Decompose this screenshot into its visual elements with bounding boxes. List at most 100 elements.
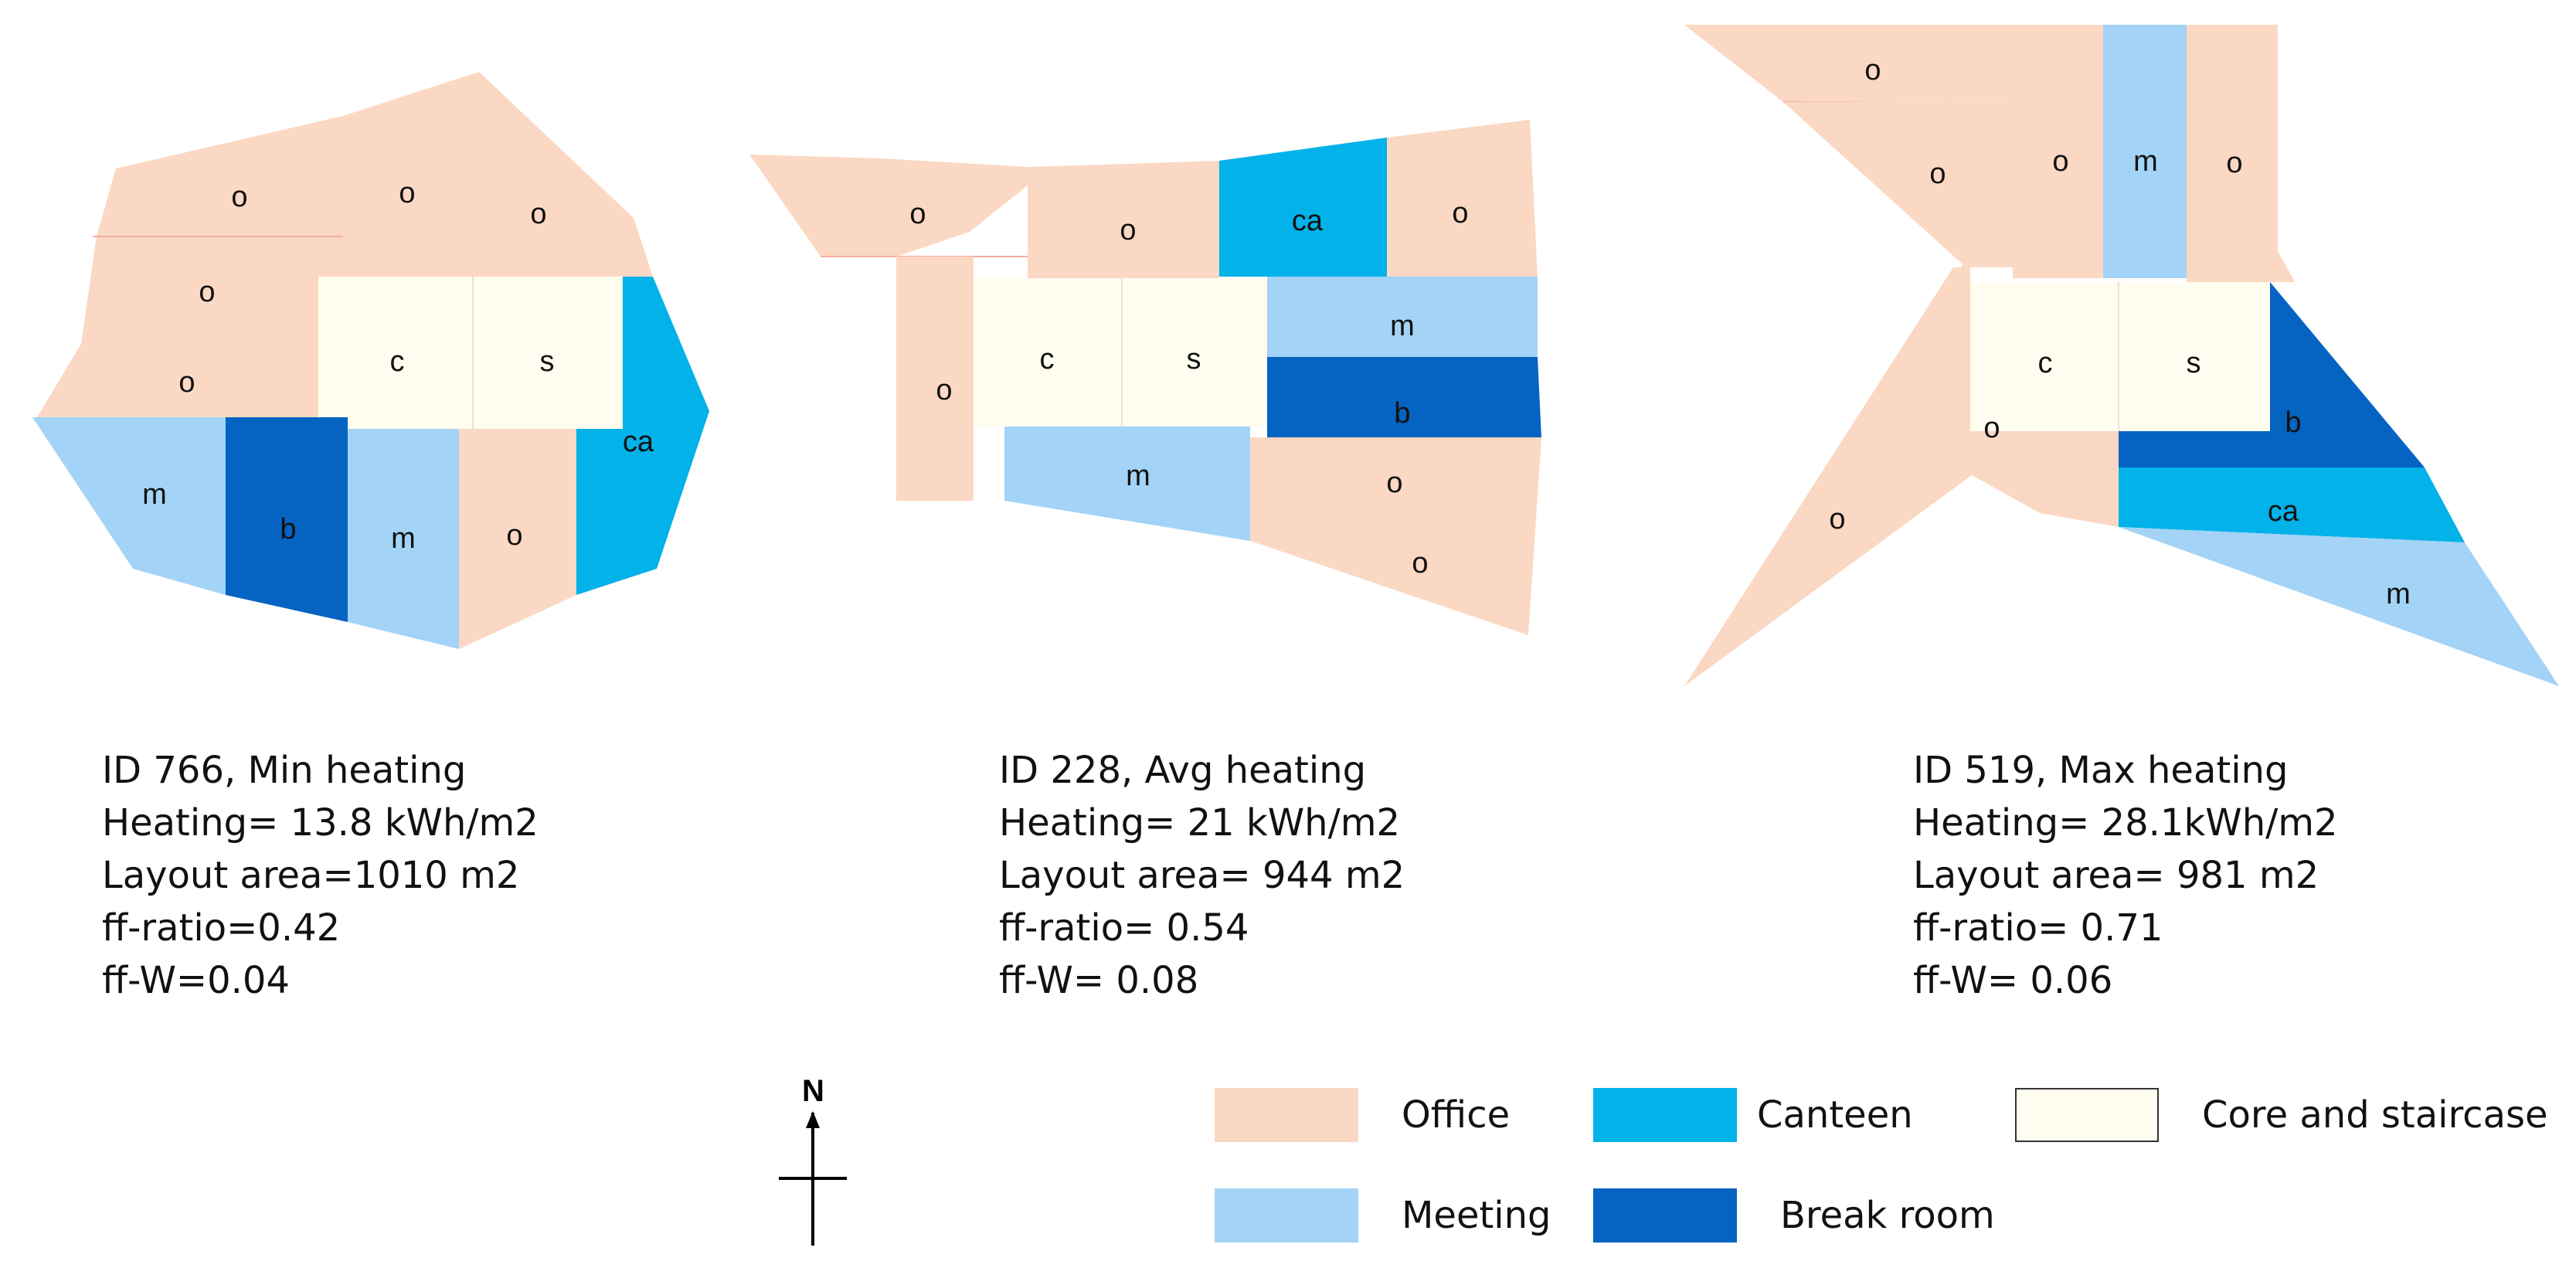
room-label: o xyxy=(1829,503,1845,535)
room-label: o xyxy=(399,177,415,209)
room-break-room xyxy=(2119,282,2425,467)
room-meeting xyxy=(1004,427,1250,541)
room-label: o xyxy=(530,198,546,230)
room-office xyxy=(1250,437,1541,635)
room-label: m xyxy=(1126,460,1150,492)
room-break-room xyxy=(226,417,348,622)
caption-area: Layout area=1010 m2 xyxy=(102,854,520,897)
room-office xyxy=(1783,100,2013,284)
room-meeting xyxy=(2119,527,2559,686)
room-label: o xyxy=(506,519,522,552)
caption-area: Layout area= 981 m2 xyxy=(1913,854,2319,897)
room-office xyxy=(896,257,974,501)
room-label: c xyxy=(2038,347,2053,379)
room-meeting xyxy=(32,417,226,595)
floor-plan-id-766: o o o o o c s ca m b m o xyxy=(32,72,709,649)
room-office xyxy=(2013,25,2103,278)
room-canteen xyxy=(1219,138,1387,277)
legend-swatch-core xyxy=(2015,1088,2159,1142)
caption-id-line: ID 766, Min heating xyxy=(102,749,467,792)
room-office xyxy=(37,344,318,429)
room-canteen xyxy=(2119,467,2465,542)
caption-id-line: ID 228, Avg heating xyxy=(999,749,1367,792)
room-canteen xyxy=(576,277,709,595)
room-staircase xyxy=(473,277,623,429)
room-core xyxy=(318,277,473,429)
room-core xyxy=(974,278,1122,427)
room-staircase xyxy=(1122,278,1267,427)
caption-area: Layout area= 944 m2 xyxy=(999,854,1405,897)
room-staircase xyxy=(2119,282,2270,431)
legend-meeting: Meeting xyxy=(1215,1188,1551,1243)
caption-ff-w: ff-W= 0.08 xyxy=(999,959,1199,1002)
room-office xyxy=(1684,267,2119,686)
legend-swatch-office xyxy=(1215,1088,1358,1142)
room-label: b xyxy=(280,513,296,546)
room-label: m xyxy=(142,478,167,511)
legend-label-core: Core and staircase xyxy=(2202,1093,2548,1137)
room-label: o xyxy=(1983,412,2000,444)
room-office xyxy=(1387,120,1538,277)
room-label: o xyxy=(178,366,195,399)
room-label: o xyxy=(1452,197,1468,229)
room-label: m xyxy=(2386,578,2411,610)
room-meeting xyxy=(2103,25,2187,278)
room-office xyxy=(459,429,576,649)
legend-core: Core and staircase xyxy=(2015,1088,2548,1142)
room-office xyxy=(749,155,1028,257)
room-label: o xyxy=(909,198,926,230)
room-label: c xyxy=(1040,343,1055,376)
room-label: o xyxy=(231,181,247,213)
room-label: b xyxy=(2285,406,2301,439)
room-office xyxy=(1684,25,2013,102)
legend-swatch-canteen xyxy=(1593,1088,1737,1142)
caption-id-766: ID 766, Min heating Heating= 13.8 kWh/m2… xyxy=(102,744,539,1007)
room-break-room xyxy=(1267,357,1541,437)
room-label: ca xyxy=(623,426,654,458)
room-office xyxy=(81,236,343,344)
legend-label-office: Office xyxy=(1402,1093,1511,1137)
legend-label-meeting: Meeting xyxy=(1402,1194,1551,1237)
caption-heating: Heating= 28.1kWh/m2 xyxy=(1913,801,2338,845)
caption-id-519: ID 519, Max heating Heating= 28.1kWh/m2 … xyxy=(1913,744,2338,1007)
room-office xyxy=(2187,25,2295,282)
legend-office: Office xyxy=(1215,1088,1510,1142)
legend-swatch-break-room xyxy=(1593,1188,1737,1243)
caption-id-228: ID 228, Avg heating Heating= 21 kWh/m2 L… xyxy=(999,744,1405,1007)
room-meeting xyxy=(348,429,459,649)
caption-ff-w: ff-W=0.04 xyxy=(102,959,290,1002)
caption-id-line: ID 519, Max heating xyxy=(1913,749,2289,792)
room-label: m xyxy=(391,522,416,555)
room-label: s xyxy=(2187,347,2201,379)
room-label: o xyxy=(199,276,215,308)
room-label: m xyxy=(2133,145,2158,178)
room-label: o xyxy=(1120,214,1136,246)
room-meeting xyxy=(1267,277,1538,357)
room-label: m xyxy=(1390,310,1415,342)
room-label: o xyxy=(1864,54,1881,87)
room-label: o xyxy=(2052,145,2068,178)
floor-plan-id-519: o o o m o c s b o ca o m xyxy=(1684,25,2559,686)
legend-break-room: Break room xyxy=(1593,1188,1995,1243)
room-label: s xyxy=(1187,343,1201,376)
compass-north-label: N xyxy=(802,1074,824,1108)
caption-ff-w: ff-W= 0.06 xyxy=(1913,959,2113,1002)
room-core xyxy=(1970,282,2119,431)
room-label: ca xyxy=(1292,205,1324,237)
floor-plan-id-228: o o ca o o c s m b m o o xyxy=(749,120,1541,635)
caption-ff-ratio: ff-ratio= 0.54 xyxy=(999,906,1249,950)
north-arrow-icon xyxy=(779,1111,847,1246)
room-label: o xyxy=(936,374,952,406)
room-office xyxy=(97,116,343,236)
room-office xyxy=(479,72,653,277)
room-label: o xyxy=(1386,467,1402,499)
caption-ff-ratio: ff-ratio=0.42 xyxy=(102,906,341,950)
room-label: o xyxy=(1412,547,1428,580)
legend-label-canteen: Canteen xyxy=(1757,1093,1913,1137)
room-label: s xyxy=(540,345,555,378)
legend-canteen: Canteen xyxy=(1593,1088,1913,1142)
legend-swatch-meeting xyxy=(1215,1188,1358,1243)
room-office xyxy=(1028,161,1219,278)
room-label: o xyxy=(1929,158,1946,190)
